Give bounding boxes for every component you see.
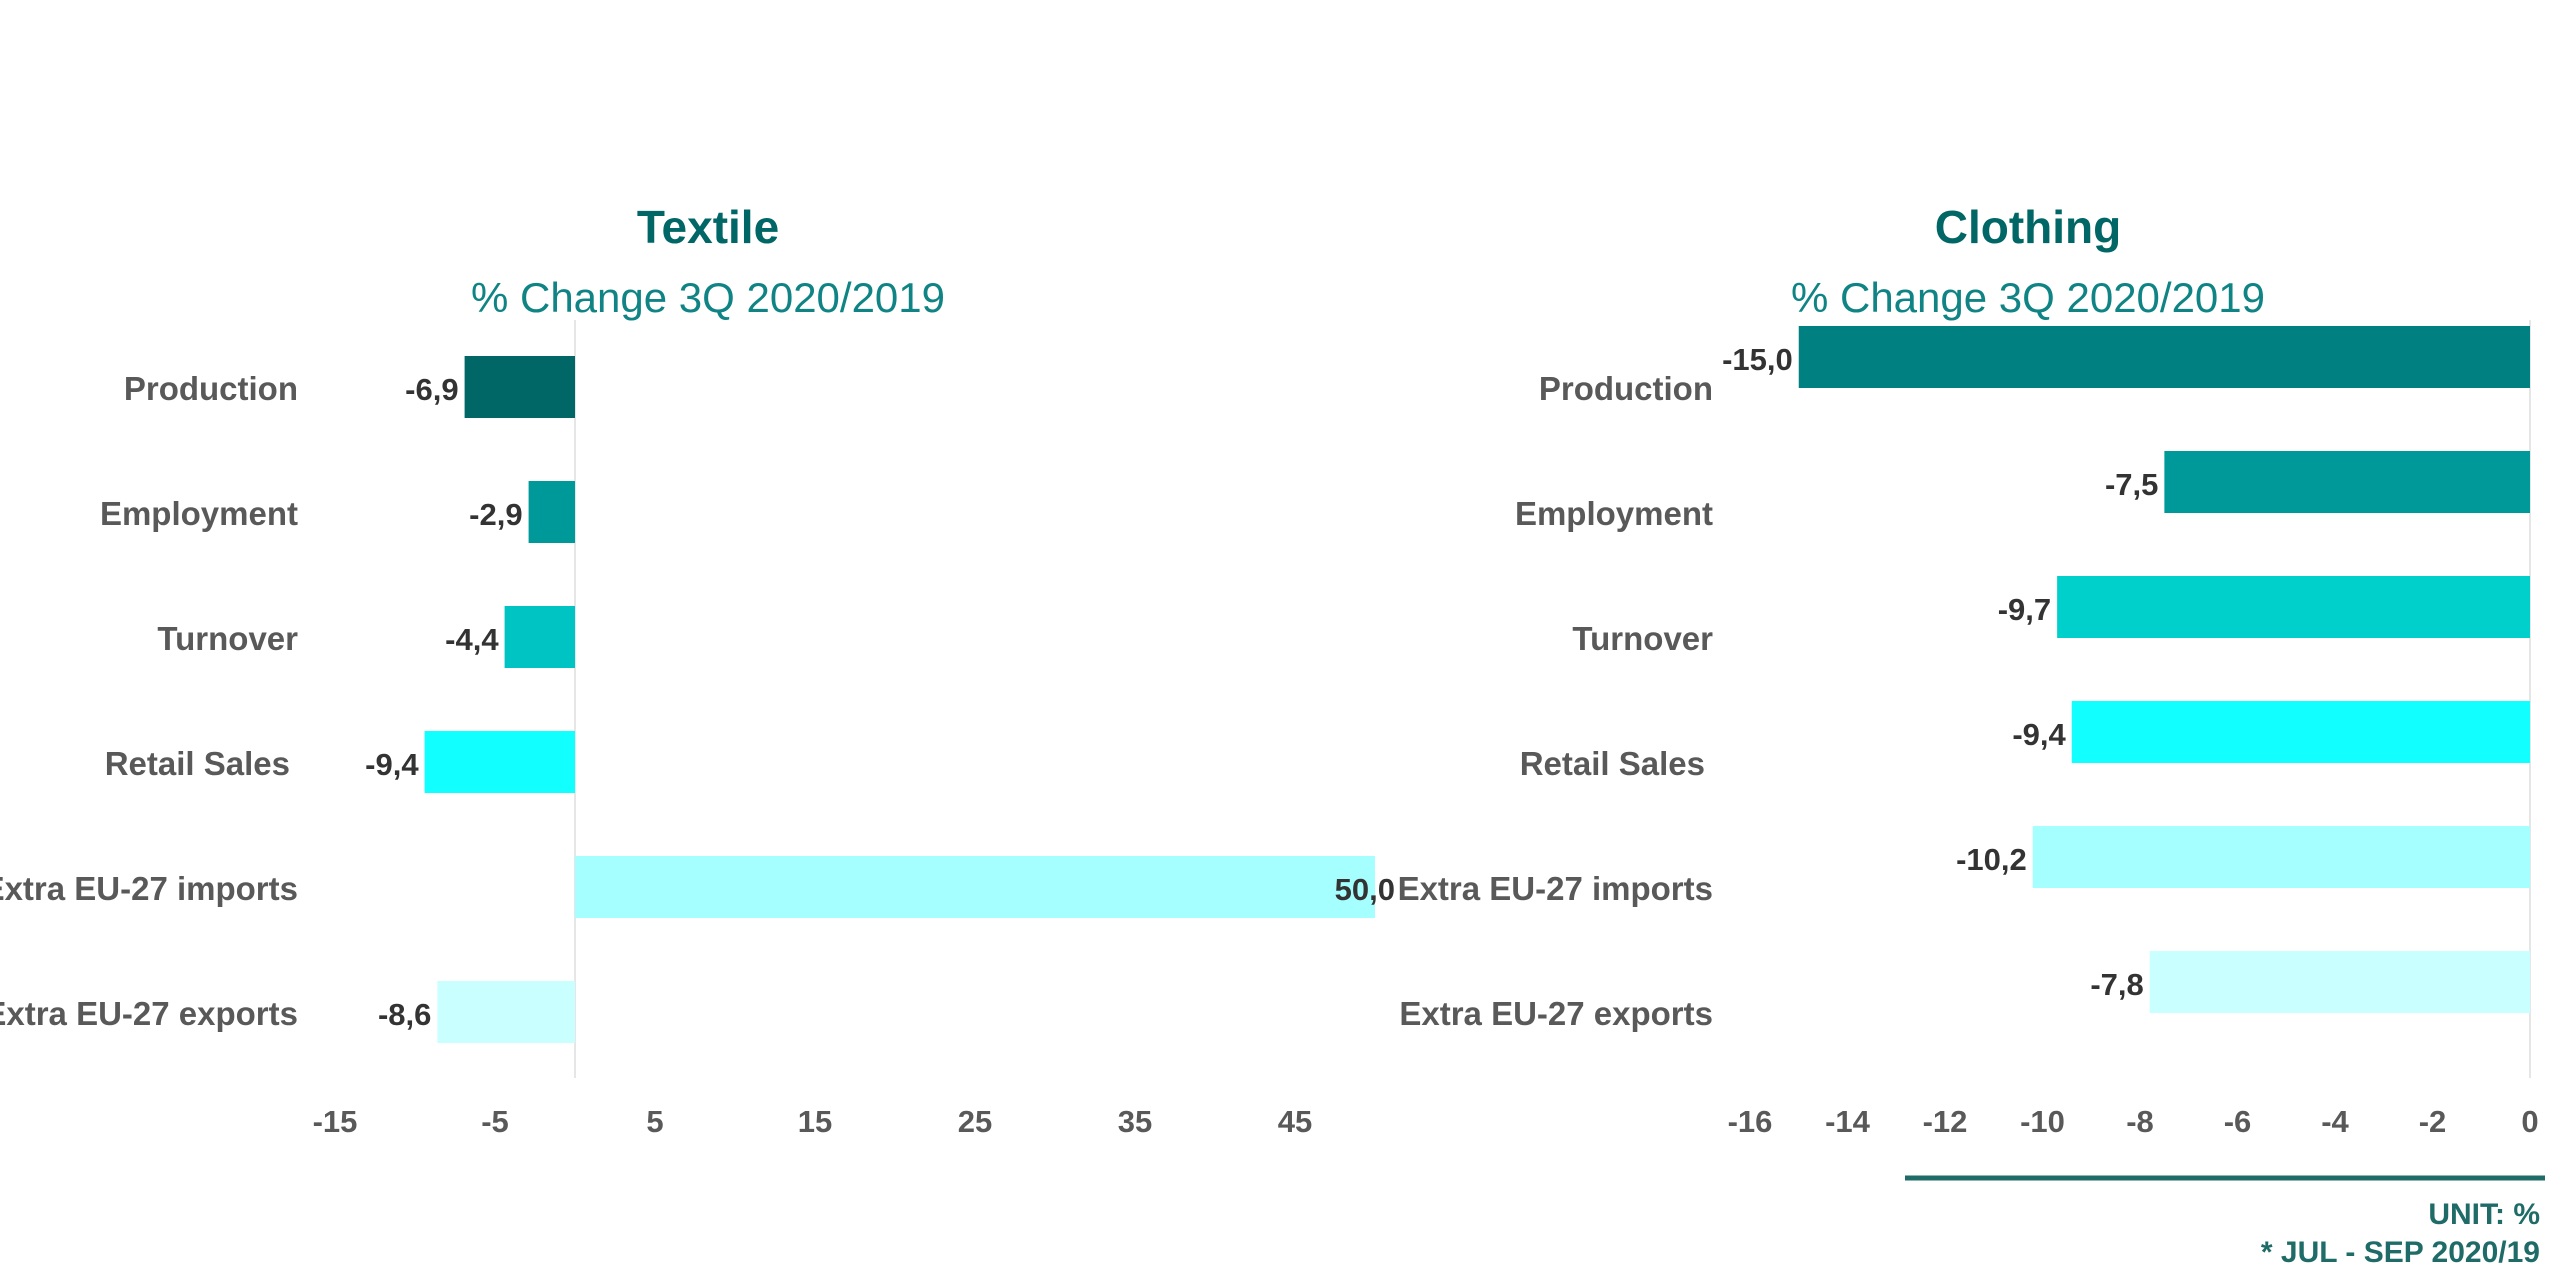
textile-chart: Textile % Change 3Q 2020/2019 Production… (0, 201, 1395, 1139)
clothing-bar (2164, 451, 2530, 513)
textile-value-label: -2,9 (469, 497, 522, 532)
clothing-tick-label: -4 (2321, 1104, 2349, 1139)
textile-category-label: Extra EU-27 imports (0, 870, 298, 907)
textile-chart-subtitle: % Change 3Q 2020/2019 (471, 274, 945, 321)
textile-category-label: Production (124, 370, 298, 407)
textile-value-label: -9,4 (365, 747, 419, 782)
textile-bar (504, 606, 575, 668)
clothing-tick-label: -6 (2224, 1104, 2252, 1139)
clothing-tick-label: -16 (1728, 1104, 1773, 1139)
clothing-bar (1798, 326, 2530, 388)
unit-note: UNIT: % (2428, 1198, 2540, 1231)
clothing-bar (2149, 951, 2530, 1013)
textile-value-label: -4,4 (445, 622, 499, 657)
textile-tick-label: 35 (1118, 1104, 1152, 1139)
textile-tick-label: -5 (481, 1104, 509, 1139)
clothing-value-label: -10,2 (1956, 842, 2027, 877)
clothing-category-label: Extra EU-27 imports (1398, 870, 1713, 907)
textile-value-label: -8,6 (378, 997, 431, 1032)
clothing-category-label: Extra EU-27 exports (1399, 995, 1713, 1032)
clothing-value-label: -7,8 (2090, 967, 2143, 1002)
clothing-category-label: Production (1539, 370, 1713, 407)
clothing-bar (2057, 576, 2530, 638)
textile-tick-label: -15 (313, 1104, 358, 1139)
textile-value-label: 50,0 (1335, 872, 1395, 907)
clothing-tick-label: -14 (1825, 1104, 1871, 1139)
clothing-tick-label: -10 (2020, 1104, 2065, 1139)
textile-bar (575, 856, 1375, 918)
footer: UNIT: % * JUL - SEP 2020/19 (1905, 1175, 2545, 1269)
clothing-chart: Clothing % Change 3Q 2020/2019 Productio… (1398, 201, 2539, 1139)
textile-tick-label: 25 (958, 1104, 992, 1139)
textile-category-label: Employment (100, 495, 298, 532)
textile-bar (464, 356, 575, 418)
clothing-tick-label: -12 (1923, 1104, 1968, 1139)
textile-tick-label: 45 (1278, 1104, 1312, 1139)
clothing-tick-label: -8 (2126, 1104, 2154, 1139)
clothing-tick-label: 0 (2521, 1104, 2538, 1139)
clothing-bar (2071, 701, 2530, 763)
period-note: * JUL - SEP 2020/19 (2261, 1236, 2540, 1269)
clothing-category-label: Retail Sales (1520, 745, 1705, 782)
textile-chart-title: Textile (637, 201, 779, 253)
clothing-category-label: Employment (1515, 495, 1713, 532)
clothing-tick-label: -2 (2419, 1104, 2447, 1139)
clothing-chart-subtitle: % Change 3Q 2020/2019 (1791, 274, 2265, 321)
clothing-category-label: Turnover (1572, 620, 1713, 657)
clothing-value-label: -15,0 (1722, 342, 1793, 377)
clothing-plot-area: Production -15,0 Employment -7,5 Turnover -9,… (1398, 320, 2539, 1139)
textile-bar (437, 981, 575, 1043)
clothing-value-label: -9,4 (2012, 717, 2066, 752)
textile-bar (424, 731, 575, 793)
textile-category-label: Extra EU-27 exports (0, 995, 298, 1032)
clothing-bar (2032, 826, 2530, 888)
clothing-value-label: -7,5 (2105, 467, 2158, 502)
textile-value-label: -6,9 (405, 372, 458, 407)
clothing-value-label: -9,7 (1998, 592, 2051, 627)
textile-tick-label: 5 (646, 1104, 663, 1139)
textile-bar (528, 481, 575, 543)
textile-tick-label: 15 (798, 1104, 832, 1139)
textile-category-label: Turnover (157, 620, 298, 657)
textile-category-label: Retail Sales (105, 745, 290, 782)
textile-plot-area: Production -6,9 Employment -2,9 Turnover -4,4… (0, 320, 1395, 1139)
clothing-chart-title: Clothing (1935, 201, 2122, 253)
